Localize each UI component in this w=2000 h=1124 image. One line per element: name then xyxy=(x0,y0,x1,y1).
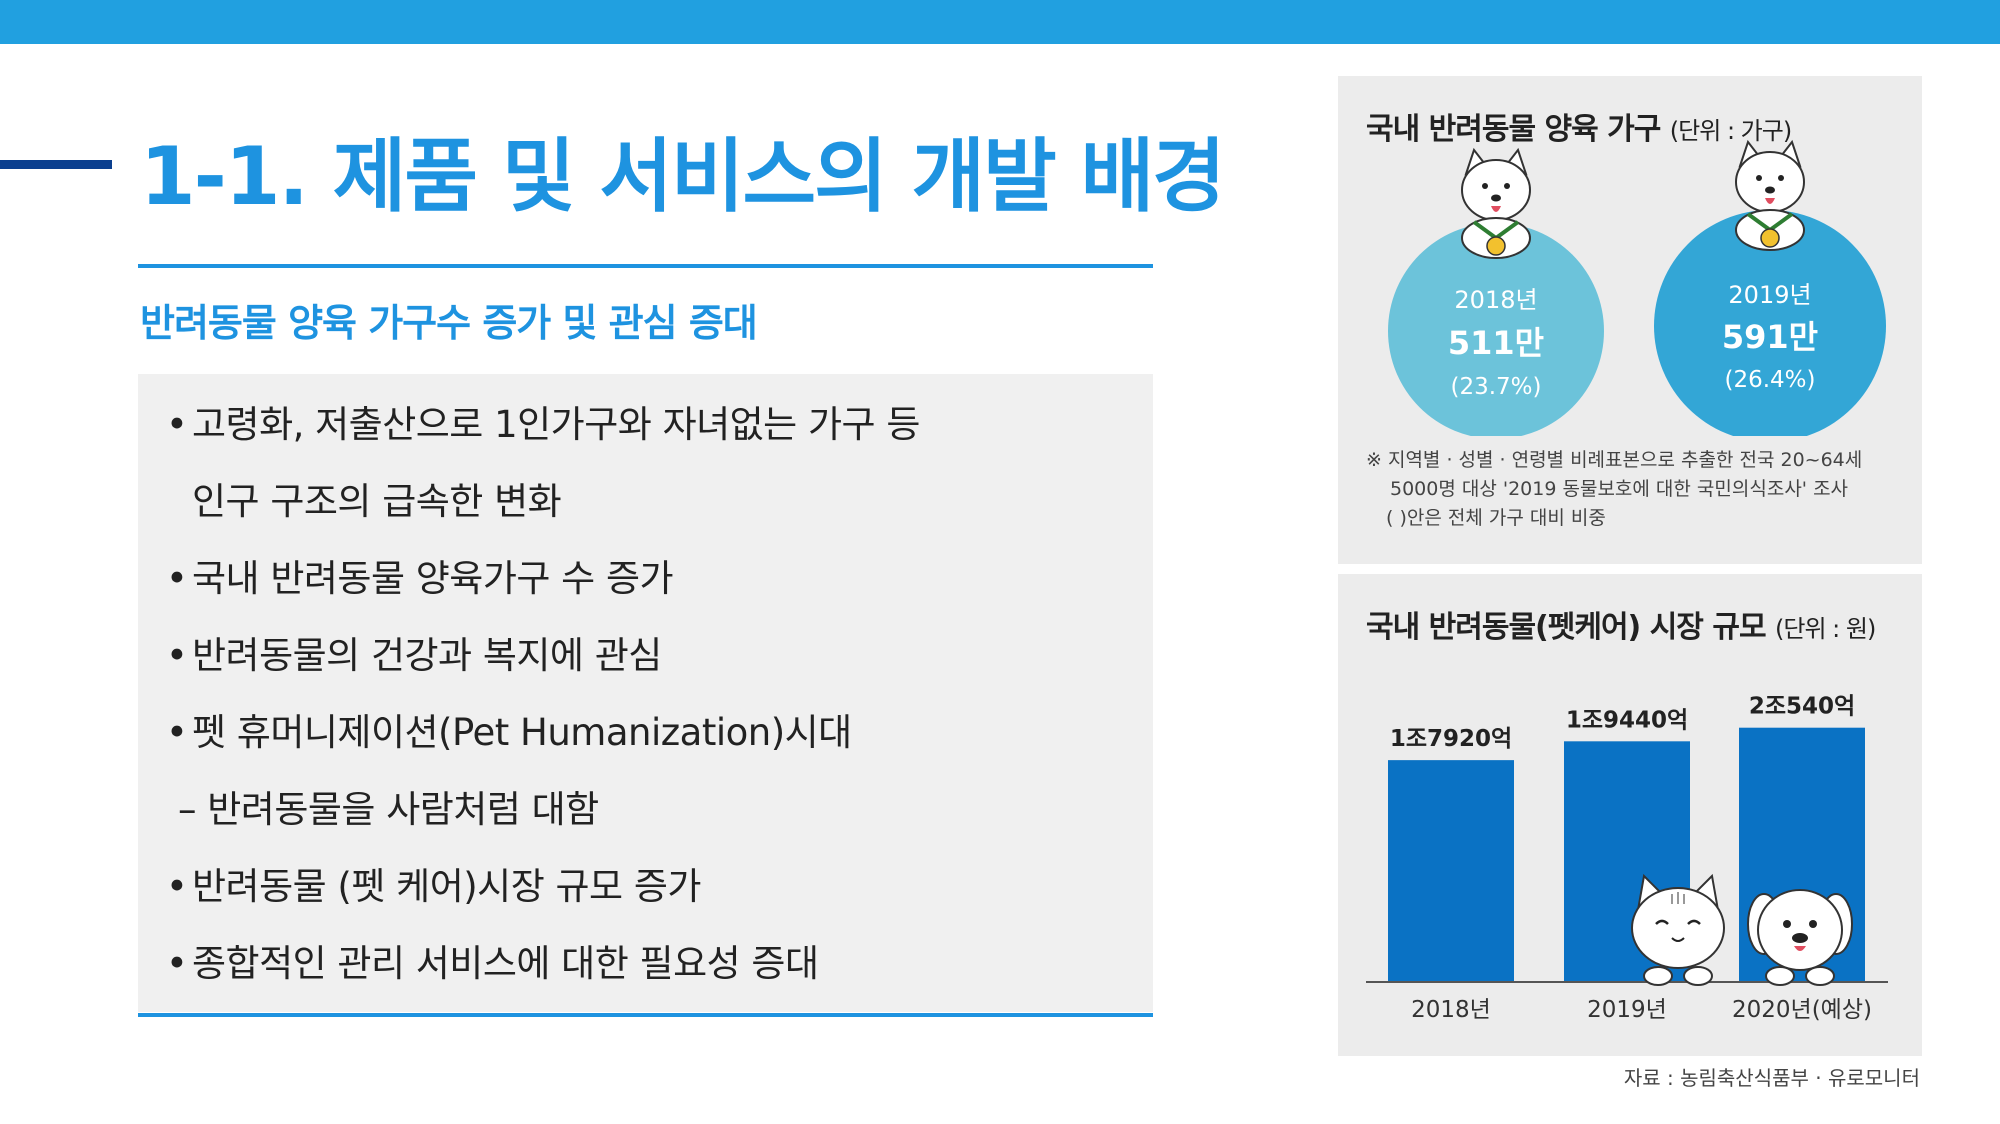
cat-icon xyxy=(1631,873,1725,986)
market-title: 국내 반려동물(펫케어) 시장 규모 (단위 : 원) xyxy=(1366,602,1876,646)
bullet-line: • 펫 휴머니제이션(Pet Humanization)시대 xyxy=(166,702,852,756)
bullet-marker: • xyxy=(166,942,188,985)
bullet-marker: • xyxy=(166,865,188,908)
x-tick-label: 2020년(예상) xyxy=(1732,997,1872,1023)
bullet-marker: • xyxy=(166,557,188,600)
footnote-line: ※ 지역별 · 성별 · 연령별 비례표본으로 추출한 전국 20~64세 xyxy=(1366,449,1863,471)
bullet-text: 반려동물의 건강과 복지에 관심 xyxy=(192,634,662,677)
bullet-line: • 고령화, 저출산으로 1인가구와 자녀없는 가구 등 xyxy=(166,394,920,448)
title-divider xyxy=(138,264,1153,268)
dog-icon xyxy=(1461,147,1531,259)
circle-share: (23.7%) xyxy=(1450,374,1541,400)
households-title-text: 국내 반려동물 양육 가구 xyxy=(1366,112,1661,147)
bullet-line: • 반려동물의 건강과 복지에 관심 xyxy=(166,625,662,679)
bullet-text: 고령화, 저출산으로 1인가구와 자녀없는 가구 등 xyxy=(192,403,920,446)
x-tick-label: 2018년 xyxy=(1411,997,1491,1023)
bullet-text: 반려동물 (펫 케어)시장 규모 증가 xyxy=(192,865,701,908)
page-title: 1-1. 제품 및 서비스의 개발 배경 xyxy=(140,130,1226,223)
circle-year: 2019년 xyxy=(1728,281,1811,309)
market-bar-chart: 1조7920억 2018년 1조9440억 2019년 2조540억 2020년(예상) xyxy=(1366,694,1888,1023)
circle-year: 2018년 xyxy=(1454,286,1537,314)
bullet-text: 종합적인 관리 서비스에 대한 필요성 증대 xyxy=(192,942,819,985)
households-illustration: 2018년 511만 (23.7%) 2019년 591만 (26.4%) xyxy=(1388,139,1886,436)
puppy-icon xyxy=(1747,889,1853,986)
households-unit: (단위 : 가구) xyxy=(1669,117,1792,145)
households-title: 국내 반려동물 양육 가구 (단위 : 가구) xyxy=(1366,104,1792,148)
bullet-line: • 종합적인 관리 서비스에 대한 필요성 증대 xyxy=(166,933,819,987)
bullet-marker: • xyxy=(166,634,188,677)
bar-value-label: 2조540억 xyxy=(1749,694,1855,720)
bullet-panel: • 고령화, 저출산으로 1인가구와 자녀없는 가구 등 인구 구조의 급속한 변… xyxy=(138,374,1153,1012)
circle-share: (26.4%) xyxy=(1724,367,1815,393)
bullet-line: – 반려동물을 사람처럼 대함 xyxy=(178,779,599,833)
source-note: 자료 : 농림축산식품부 · 유로모니터 xyxy=(1623,1066,1920,1090)
bullet-text: 인구 구조의 급속한 변화 xyxy=(192,480,562,523)
circle-value: 591만 xyxy=(1722,318,1818,356)
section-subtitle: 반려동물 양육 가구수 증가 및 관심 증대 xyxy=(140,301,758,345)
bottom-divider xyxy=(138,1013,1153,1017)
market-title-text: 국내 반려동물(펫케어) 시장 규모 xyxy=(1366,610,1767,645)
bar-value-label: 1조7920억 xyxy=(1390,726,1512,752)
bullet-marker: • xyxy=(166,711,188,754)
bullet-text: – 반려동물을 사람처럼 대함 xyxy=(178,788,599,831)
bullet-line: • 반려동물 (펫 케어)시장 규모 증가 xyxy=(166,856,701,910)
footnote-line: 5000명 대상 '2019 동물보호에 대한 국민의식조사' 조사 xyxy=(1390,478,1849,500)
bar-value-label: 1조9440억 xyxy=(1566,707,1688,733)
bar xyxy=(1388,760,1514,982)
footnote-line: ( )안은 전체 가구 대비 비중 xyxy=(1386,507,1606,529)
top-bar xyxy=(0,0,2000,44)
x-tick-label: 2019년 xyxy=(1587,997,1667,1023)
dog-icon xyxy=(1735,139,1805,251)
bullet-text: 펫 휴머니제이션(Pet Humanization)시대 xyxy=(192,711,852,754)
households-panel: 국내 반려동물 양육 가구 (단위 : 가구) xyxy=(1338,76,1922,564)
bullet-text: 국내 반려동물 양육가구 수 증가 xyxy=(192,557,674,600)
bullet-line: 인구 구조의 급속한 변화 xyxy=(166,471,562,525)
household-circle-2018 xyxy=(1388,223,1604,436)
market-unit: (단위 : 원) xyxy=(1775,615,1876,643)
title-accent-line xyxy=(0,160,112,169)
circle-value: 511만 xyxy=(1448,324,1544,362)
bullet-marker: • xyxy=(166,403,188,446)
bullet-line: • 국내 반려동물 양육가구 수 증가 xyxy=(166,548,674,602)
household-circle-2019 xyxy=(1654,210,1886,436)
market-panel: 국내 반려동물(펫케어) 시장 규모 (단위 : 원) 1조7920억 2018년… xyxy=(1338,574,1922,1056)
households-footnote: ※ 지역별 · 성별 · 연령별 비례표본으로 추출한 전국 20~64세 50… xyxy=(1366,446,1862,533)
